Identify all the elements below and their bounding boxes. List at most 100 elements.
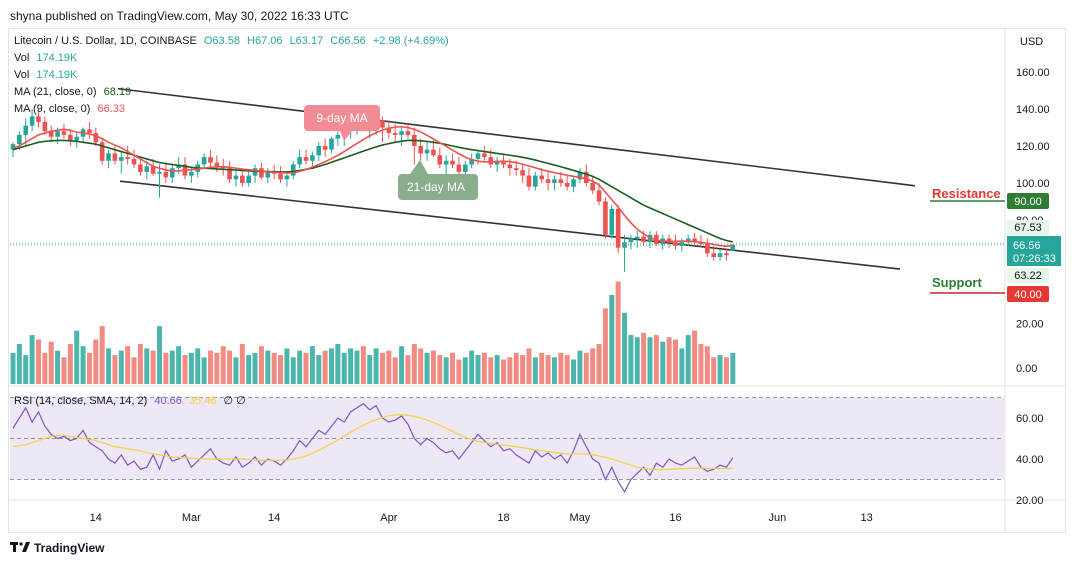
price-tick-3: 100.00	[1016, 178, 1050, 190]
candle-body	[705, 244, 710, 254]
candle-body	[259, 168, 264, 178]
volume-bar	[360, 346, 366, 384]
volume-bar	[284, 348, 290, 384]
volume-bar	[10, 352, 16, 384]
volume-bar	[125, 346, 131, 384]
candle-body	[176, 164, 181, 169]
volume-tick-1: 0.00	[1016, 363, 1037, 375]
ohlc-close: C66.56	[330, 35, 366, 47]
candle-body	[297, 157, 302, 165]
volume-bar	[730, 352, 736, 384]
candle-body	[577, 171, 583, 180]
volume-bar	[23, 355, 29, 384]
volume-bar	[405, 355, 411, 384]
volume-bar	[16, 343, 22, 384]
volume-bar	[220, 346, 226, 384]
symbol-legend[interactable]: Litecoin / U.S. Dollar, 1D, COINBASE O63…	[14, 35, 449, 47]
volume-bar	[583, 352, 589, 384]
volume-bar	[74, 330, 80, 384]
candle-body	[74, 136, 79, 141]
candle-body	[513, 168, 519, 171]
volume-bar	[647, 337, 653, 384]
candle-body	[424, 149, 430, 154]
resistance-label: Resistance	[932, 186, 1001, 201]
candle-body	[615, 208, 621, 248]
volume-bar	[207, 350, 213, 384]
candle-body	[246, 175, 251, 183]
candle-body	[628, 238, 634, 243]
volume-bar	[188, 352, 194, 384]
last-price-tag: 66.56	[1013, 240, 1041, 252]
volume-bar	[577, 350, 583, 384]
brand-name: TradingView	[34, 541, 105, 555]
candle-body	[112, 153, 118, 161]
rsi-legend[interactable]: RSI (14, close, SMA, 14, 2) 40.66 35.46 …	[14, 394, 246, 407]
time-tick-0: 14	[90, 512, 102, 524]
candle-body	[380, 120, 385, 128]
candle-body	[730, 244, 736, 251]
volume-bar	[67, 343, 73, 384]
rsi-sma-line	[12, 414, 733, 471]
candle-body	[42, 121, 48, 132]
volume-bar	[227, 350, 233, 384]
candle-body	[392, 133, 398, 135]
volume-bar	[609, 295, 615, 384]
volume-bar	[481, 352, 487, 384]
time-axis[interactable]: 14 Mar 14 Apr 18 May 16 Jun 13	[90, 512, 873, 524]
candle-body	[685, 238, 691, 243]
volume-bar	[265, 350, 271, 384]
candle-body	[386, 127, 392, 134]
vol-legend-2[interactable]: Vol 174.19K	[14, 69, 77, 81]
candle-body	[533, 175, 538, 187]
volume-bar	[163, 352, 169, 384]
volume-bar	[692, 330, 698, 384]
candle-body	[622, 242, 627, 248]
volume-bar	[157, 326, 163, 384]
volume-bars	[10, 281, 736, 384]
volume-bar	[685, 335, 691, 384]
candle-body	[163, 171, 169, 178]
volume-bar	[354, 350, 360, 384]
volume-bar	[341, 352, 347, 384]
ma21-legend[interactable]: MA (21, close, 0) 68.19	[14, 86, 131, 98]
candle-body	[10, 144, 16, 150]
volume-bar	[418, 348, 424, 384]
candle-body	[99, 142, 105, 161]
candle-body	[647, 234, 653, 243]
candle-body	[36, 116, 41, 122]
ohlc-open: O63.58	[203, 35, 240, 47]
volume-bar	[99, 326, 105, 384]
candle-body	[405, 131, 411, 135]
volume-bar	[628, 335, 634, 384]
candle-body	[507, 164, 513, 169]
candle-body	[584, 171, 589, 183]
countdown-tag: 07:26:33	[1013, 253, 1056, 265]
ma9-legend[interactable]: MA (9, close, 0) 66.33	[14, 103, 125, 115]
volume-bar	[176, 346, 182, 384]
candle-body	[443, 160, 449, 165]
candle-body	[87, 129, 92, 134]
time-tick-5: May	[570, 512, 591, 524]
channel-upper-line	[117, 87, 916, 187]
rsi-sma-legend-value: 35.46	[188, 395, 217, 407]
ohlc-low: L63.17	[289, 35, 324, 47]
vol-legend-1[interactable]: Vol 174.19K	[14, 52, 77, 64]
volume-bar	[723, 357, 729, 384]
footer-brand[interactable]: TradingView	[10, 541, 104, 555]
volume-bar	[704, 346, 710, 384]
support-value: 40.00	[1014, 289, 1042, 301]
candle-body	[55, 131, 60, 137]
candle-body	[692, 238, 697, 243]
rsi-legend-extra: ∅ ∅	[223, 395, 246, 407]
volume-bar	[602, 308, 608, 384]
candle-body	[118, 157, 124, 161]
volume-bar	[86, 352, 92, 384]
candle-body	[641, 236, 646, 243]
volume-bar	[42, 352, 48, 384]
moving-averages	[12, 125, 733, 248]
candle-body	[552, 179, 557, 183]
resistance-value: 90.00	[1014, 196, 1042, 208]
vol-value: 174.19K	[36, 52, 78, 64]
volume-bar	[513, 352, 519, 384]
